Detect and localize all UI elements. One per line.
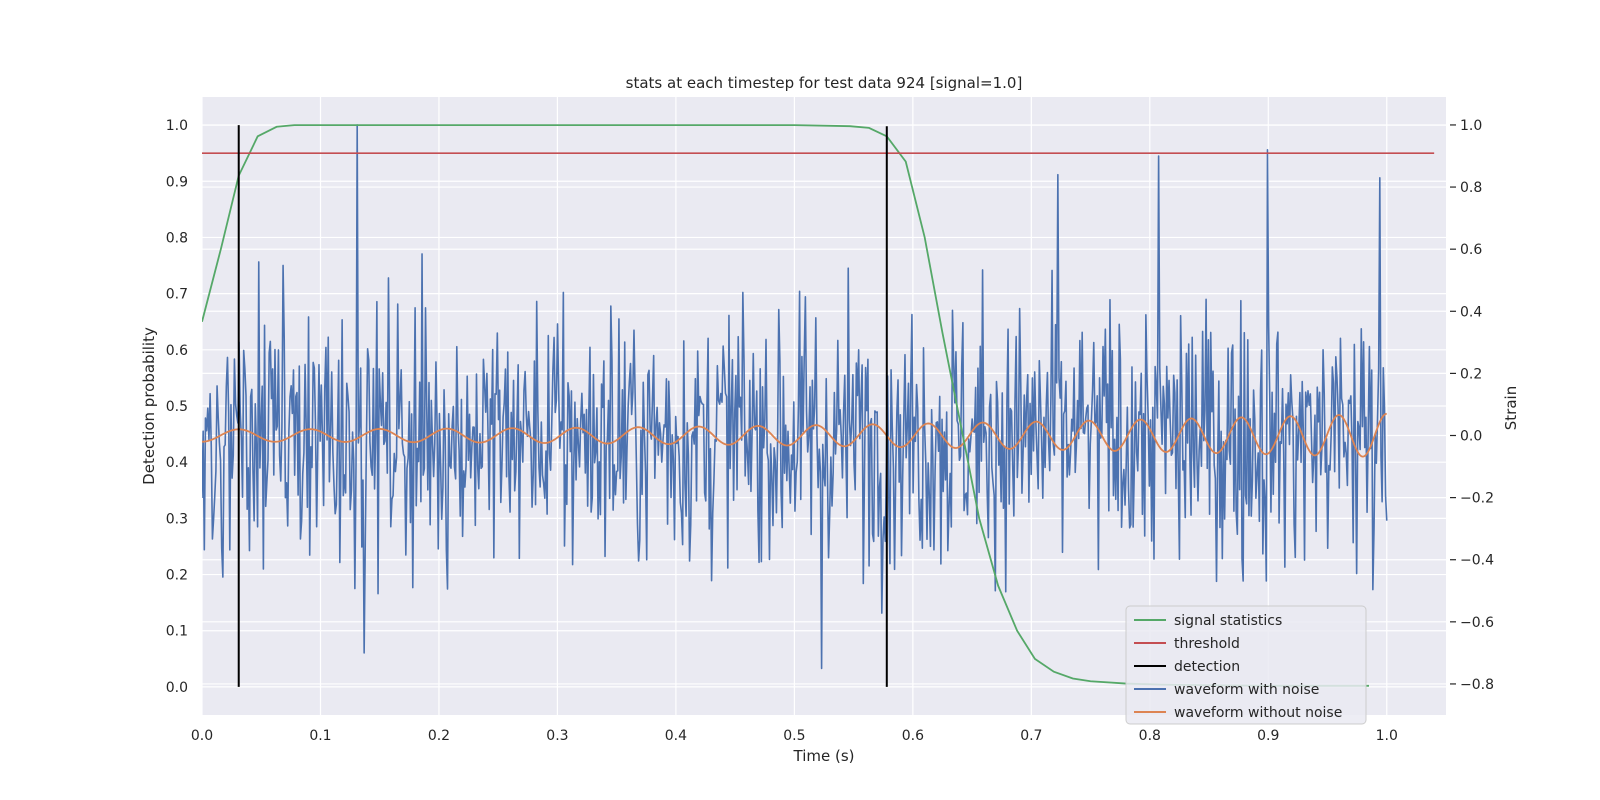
y2-tick-label: 0.8 xyxy=(1460,180,1482,196)
y-tick-label: 0.4 xyxy=(166,455,188,471)
x-tick-label: 0.1 xyxy=(309,728,331,744)
x-tick-label: 0.3 xyxy=(546,728,568,744)
y2-tick-label: 1.0 xyxy=(1460,118,1482,134)
waveform-with-noise-line xyxy=(202,124,1388,670)
series-layer xyxy=(202,124,1435,687)
y-tick-label: 0.8 xyxy=(166,230,188,246)
x-tick-label: 0.8 xyxy=(1139,728,1161,744)
x-tick-label: 0.2 xyxy=(428,728,450,744)
legend-label: waveform without noise xyxy=(1174,705,1342,721)
chart-title: stats at each timestep for test data 924… xyxy=(626,74,1023,92)
legend-label: signal statistics xyxy=(1174,613,1282,629)
y2-tick-label: 0.2 xyxy=(1460,366,1482,382)
x-tick-label: 0.6 xyxy=(902,728,924,744)
y-axis-label: Detection probability xyxy=(140,327,158,485)
y-tick-label: 0.0 xyxy=(166,680,188,696)
y-tick-label: 0.9 xyxy=(166,174,188,190)
y2-tick-label: −0.6 xyxy=(1460,615,1494,631)
y-tick-label: 1.0 xyxy=(166,118,188,134)
legend-label: threshold xyxy=(1174,636,1240,652)
y-tick-label: 0.1 xyxy=(166,624,188,640)
y-tick-label: 0.3 xyxy=(166,511,188,527)
x-tick-label: 1.0 xyxy=(1376,728,1398,744)
y2-axis-label: Strain xyxy=(1502,386,1520,430)
y2-tick-label: −0.4 xyxy=(1460,553,1494,569)
x-tick-label: 0.4 xyxy=(665,728,687,744)
y2-tick-label: −0.8 xyxy=(1460,677,1494,693)
x-axis-label: Time (s) xyxy=(793,747,855,765)
y-tick-label: 0.7 xyxy=(166,287,188,303)
y2-tick-label: 0.6 xyxy=(1460,242,1482,258)
x-tick-label: 0.7 xyxy=(1020,728,1042,744)
x-tick-label: 0.5 xyxy=(783,728,805,744)
legend-box xyxy=(1125,605,1367,725)
y2-tick-label: 0.0 xyxy=(1460,429,1482,445)
y2-tick-label: −0.2 xyxy=(1460,491,1494,507)
y-tick-label: 0.6 xyxy=(166,343,188,359)
axes: 0.0 0.1 0.2 0.3 0.4 0.5 0.6 0.7 0.8 0.9 1.0 0.0 0.1 0… xyxy=(166,118,1494,744)
y-tick-label: 0.5 xyxy=(166,399,188,415)
legend-label: waveform with noise xyxy=(1174,682,1319,698)
x-tick-label: 0.9 xyxy=(1257,728,1279,744)
waveform-without-noise-line xyxy=(202,412,1387,458)
legend-label: detection xyxy=(1174,659,1240,675)
legend: signal statistics threshold detection wavef… xyxy=(1125,605,1367,725)
x-tick-label: 0.0 xyxy=(191,728,213,744)
signal-statistics-line xyxy=(202,124,1369,687)
y2-tick-label: 0.4 xyxy=(1460,304,1482,320)
y-tick-label: 0.2 xyxy=(166,568,188,584)
